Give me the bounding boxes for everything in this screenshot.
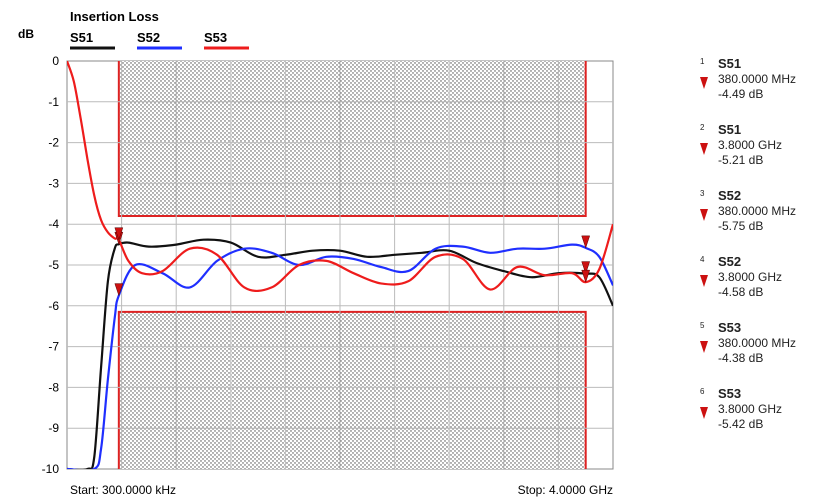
marker-index: 4 — [700, 255, 705, 264]
marker-trace: S52 — [718, 254, 742, 269]
marker-frequency: 3.8000 GHz — [718, 402, 783, 416]
marker-index: 5 — [700, 321, 705, 330]
marker-index: 3 — [700, 189, 705, 198]
marker-index: 6 — [700, 387, 705, 396]
y-tick-label: -9 — [48, 421, 59, 435]
marker-trace: S53 — [718, 320, 742, 335]
marker-value: -4.58 dB — [718, 285, 764, 299]
marker-triangle-icon — [700, 275, 708, 287]
y-tick-label: -3 — [48, 176, 59, 190]
traces — [67, 61, 613, 469]
marker-value: -5.75 dB — [718, 219, 764, 233]
legend: S51 S52 S53 — [70, 30, 249, 50]
marker-triangle-icon — [700, 209, 708, 221]
marker-frequency: 380.0000 MHz — [718, 336, 797, 350]
y-tick-label: 0 — [52, 54, 59, 68]
y-tick-label: -2 — [48, 136, 59, 150]
grid — [67, 61, 613, 469]
marker-readout-6: 6 S53 3.8000 GHz -5.42 dB — [697, 386, 827, 446]
legend-label-s52: S52 — [137, 30, 160, 45]
marker-index: 1 — [700, 57, 705, 66]
marker-frequency: 380.0000 MHz — [718, 72, 797, 86]
marker-triangle-icon — [700, 143, 708, 155]
marker-2-triangle — [581, 261, 591, 275]
marker-triangle-icon — [700, 407, 708, 419]
series-line-s53 — [67, 61, 613, 292]
y-tick-label: -10 — [42, 462, 60, 476]
upper-mask-outline — [117, 61, 587, 218]
y-axis-unit: dB — [18, 27, 34, 41]
marker-readout-2: 2 S51 3.8000 GHz -5.21 dB — [697, 122, 827, 182]
series-line-s51 — [67, 238, 613, 469]
series-line-s52 — [67, 243, 613, 469]
marker-readout-3: 3 S52 380.0000 MHz -5.75 dB — [697, 188, 827, 248]
marker-trace: S51 — [718, 122, 742, 137]
marker-value: -4.38 dB — [718, 351, 764, 365]
marker-triangle-icon — [700, 341, 708, 353]
marker-trace: S53 — [718, 386, 742, 401]
marker-value: -4.49 dB — [718, 87, 764, 101]
y-tick-label: -8 — [48, 380, 59, 394]
marker-value: -5.42 dB — [718, 417, 764, 431]
marker-triangle-icon — [700, 77, 708, 89]
y-tick-label: -5 — [48, 258, 59, 272]
stop-frequency-label: Stop: 4.0000 GHz — [518, 483, 613, 497]
marker-trace: S52 — [718, 188, 742, 203]
y-tick-label: -1 — [48, 95, 59, 109]
marker-trace: S51 — [718, 56, 742, 71]
marker-6-triangle — [581, 269, 591, 283]
marker-triangles — [114, 227, 591, 297]
marker-readout-5: 5 S53 380.0000 MHz -4.38 dB — [697, 320, 827, 380]
y-tick-label: -4 — [48, 217, 59, 231]
marker-frequency: 3.8000 GHz — [718, 270, 783, 284]
marker-value: -5.21 dB — [718, 153, 764, 167]
y-tick-labels: 0 -1 -2 -3 -4 -5 -6 -7 -8 -9 -10 — [42, 54, 60, 476]
marker-frequency: 3.8000 GHz — [718, 138, 783, 152]
marker-3-triangle — [114, 283, 124, 297]
lower-mask-outline — [117, 310, 587, 469]
chart-title: Insertion Loss — [70, 9, 159, 24]
marker-readout-4: 4 S52 3.8000 GHz -4.58 dB — [697, 254, 827, 314]
legend-label-s53: S53 — [204, 30, 227, 45]
y-tick-label: -7 — [48, 340, 59, 354]
legend-label-s51: S51 — [70, 30, 93, 45]
marker-4-triangle — [581, 235, 591, 249]
marker-readout-1: 1 S51 380.0000 MHz -4.49 dB — [697, 56, 827, 116]
marker-frequency: 380.0000 MHz — [718, 204, 797, 218]
limit-mask — [117, 61, 587, 469]
upper-mask-region — [118, 61, 586, 217]
marker-index: 2 — [700, 123, 705, 132]
lower-mask-region — [118, 311, 586, 469]
marker-5-triangle — [114, 227, 124, 241]
y-tick-label: -6 — [48, 299, 59, 313]
start-frequency-label: Start: 300.0000 kHz — [70, 483, 176, 497]
